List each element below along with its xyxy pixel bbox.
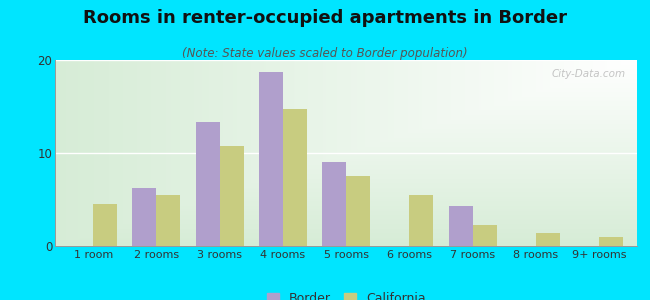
Text: (Note: State values scaled to Border population): (Note: State values scaled to Border pop… — [182, 46, 468, 59]
Bar — [410, 195, 434, 246]
Bar — [346, 176, 370, 246]
Bar — [133, 188, 157, 246]
Bar — [93, 204, 117, 246]
Legend: Border, California: Border, California — [261, 287, 431, 300]
Bar — [448, 206, 473, 246]
Bar — [196, 122, 220, 246]
Bar — [220, 146, 244, 246]
Text: Rooms in renter-occupied apartments in Border: Rooms in renter-occupied apartments in B… — [83, 9, 567, 27]
Text: City-Data.com: City-Data.com — [551, 69, 625, 79]
Bar — [473, 225, 497, 246]
Bar — [283, 109, 307, 246]
Bar — [322, 162, 346, 246]
Bar — [259, 72, 283, 246]
Bar — [536, 233, 560, 246]
Bar — [599, 237, 623, 246]
Bar — [157, 195, 181, 246]
